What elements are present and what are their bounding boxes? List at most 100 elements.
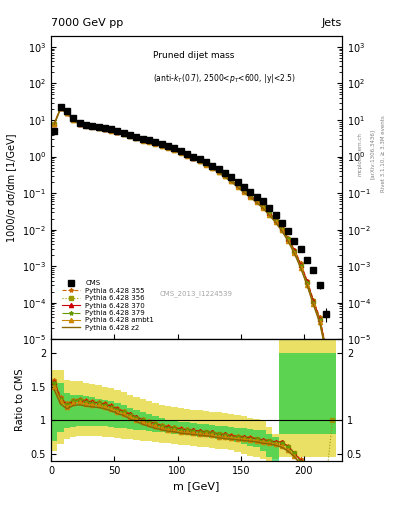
Pythia 6.428 ambt1 [191, 155, 196, 161]
Pythia 6.428 370 [248, 193, 253, 199]
Pythia 6.428 370 [185, 152, 189, 158]
Pythia 6.428 379 [261, 203, 265, 209]
Pythia 6.428 356 [90, 123, 95, 130]
Pythia 6.428 z2 [77, 121, 82, 127]
Pythia 6.428 379 [235, 183, 240, 189]
Pythia 6.428 ambt1 [90, 124, 95, 130]
Pythia 6.428 355 [90, 123, 95, 129]
Pythia 6.428 379 [222, 173, 227, 179]
Pythia 6.428 355 [261, 203, 265, 209]
Pythia 6.428 379 [64, 110, 69, 116]
Pythia 6.428 370 [216, 168, 221, 174]
Pythia 6.428 370 [318, 316, 322, 322]
Pythia 6.428 355 [191, 154, 196, 160]
Pythia 6.428 370 [229, 177, 233, 183]
Pythia 6.428 z2 [229, 179, 233, 185]
Pythia 6.428 ambt1 [235, 184, 240, 190]
Pythia 6.428 ambt1 [185, 153, 189, 159]
Pythia 6.428 370 [166, 144, 171, 150]
Pythia 6.428 379 [160, 142, 164, 148]
Pythia 6.428 355 [160, 142, 164, 148]
Pythia 6.428 370 [286, 236, 290, 242]
Pythia 6.428 379 [134, 135, 139, 141]
Pythia 6.428 379 [147, 138, 151, 144]
Pythia 6.428 370 [115, 129, 120, 135]
Pythia 6.428 356 [134, 135, 139, 141]
Pythia 6.428 z2 [197, 159, 202, 165]
Pythia 6.428 379 [286, 237, 290, 243]
Pythia 6.428 379 [191, 155, 196, 161]
Pythia 6.428 ambt1 [273, 219, 278, 225]
Pythia 6.428 z2 [318, 320, 322, 326]
Pythia 6.428 355 [172, 146, 177, 152]
Pythia 6.428 z2 [64, 110, 69, 116]
Pythia 6.428 ambt1 [324, 349, 329, 355]
Pythia 6.428 379 [90, 123, 95, 130]
Pythia 6.428 356 [311, 298, 316, 304]
Pythia 6.428 370 [160, 142, 164, 148]
Pythia 6.428 355 [147, 138, 151, 144]
Pythia 6.428 355 [216, 167, 221, 174]
Pythia 6.428 z2 [254, 200, 259, 206]
Pythia 6.428 z2 [185, 153, 189, 159]
Pythia 6.428 370 [197, 157, 202, 163]
Pythia 6.428 370 [261, 203, 265, 209]
Pythia 6.428 355 [134, 134, 139, 140]
Pythia 6.428 370 [96, 124, 101, 131]
Pythia 6.428 356 [254, 198, 259, 204]
Pythia 6.428 379 [311, 300, 316, 306]
Pythia 6.428 ambt1 [160, 143, 164, 150]
Pythia 6.428 379 [96, 124, 101, 131]
Pythia 6.428 356 [83, 122, 88, 129]
Line: Pythia 6.428 356: Pythia 6.428 356 [52, 106, 334, 383]
Pythia 6.428 356 [160, 142, 164, 148]
Pythia 6.428 370 [109, 127, 114, 133]
Pythia 6.428 370 [242, 187, 246, 194]
Pythia 6.428 379 [229, 178, 233, 184]
Pythia 6.428 ambt1 [153, 141, 158, 147]
Text: (anti-$k_T$(0.7), 2500<$p_T$<600, |y|<2.5): (anti-$k_T$(0.7), 2500<$p_T$<600, |y|<2.… [153, 72, 296, 86]
Pythia 6.428 370 [128, 133, 132, 139]
Pythia 6.428 z2 [140, 138, 145, 144]
Line: Pythia 6.428 ambt1: Pythia 6.428 ambt1 [52, 106, 334, 386]
Pythia 6.428 z2 [109, 128, 114, 134]
Line: Pythia 6.428 355: Pythia 6.428 355 [52, 105, 334, 381]
Pythia 6.428 ambt1 [58, 105, 63, 111]
Pythia 6.428 370 [254, 198, 259, 204]
Pythia 6.428 355 [115, 129, 120, 135]
Pythia 6.428 379 [242, 188, 246, 194]
Pythia 6.428 z2 [286, 238, 290, 244]
Pythia 6.428 ambt1 [305, 282, 310, 288]
Pythia 6.428 370 [52, 121, 57, 127]
Pythia 6.428 356 [210, 164, 215, 170]
Pythia 6.428 370 [311, 298, 316, 304]
Pythia 6.428 356 [279, 227, 284, 233]
Pythia 6.428 355 [286, 234, 290, 241]
Pythia 6.428 355 [77, 120, 82, 126]
Pythia 6.428 z2 [153, 141, 158, 147]
Pythia 6.428 355 [71, 116, 75, 122]
Pythia 6.428 356 [52, 121, 57, 127]
Pythia 6.428 355 [185, 151, 189, 157]
Pythia 6.428 355 [204, 160, 208, 166]
Pythia 6.428 ambt1 [134, 135, 139, 141]
Pythia 6.428 z2 [261, 205, 265, 211]
Pythia 6.428 356 [305, 279, 310, 285]
Pythia 6.428 356 [115, 129, 120, 135]
Pythia 6.428 ambt1 [64, 110, 69, 116]
Pythia 6.428 z2 [172, 147, 177, 154]
Pythia 6.428 356 [185, 152, 189, 158]
Pythia 6.428 355 [298, 260, 303, 266]
Pythia 6.428 ambt1 [222, 174, 227, 180]
Pythia 6.428 ambt1 [178, 150, 183, 156]
Pythia 6.428 ambt1 [140, 138, 145, 144]
Pythia 6.428 370 [83, 122, 88, 129]
Pythia 6.428 z2 [292, 251, 297, 257]
Pythia 6.428 356 [153, 140, 158, 146]
Pythia 6.428 356 [191, 155, 196, 161]
Pythia 6.428 356 [71, 116, 75, 122]
Pythia 6.428 355 [318, 314, 322, 321]
Pythia 6.428 355 [52, 120, 57, 126]
Pythia 6.428 379 [128, 133, 132, 139]
Pythia 6.428 ambt1 [128, 133, 132, 139]
